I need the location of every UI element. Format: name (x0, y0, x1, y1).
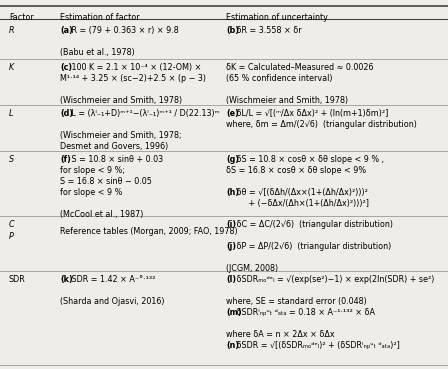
Text: (f): (f) (60, 155, 71, 164)
Text: Desmet and Govers, 1996): Desmet and Govers, 1996) (60, 142, 169, 151)
Text: δSDRₘₒᵈᵉₗ = √(exp(se²)−1) × exp(2ln(SDR) + se²): δSDRₘₒᵈᵉₗ = √(exp(se²)−1) × exp(2ln(SDR)… (234, 275, 435, 284)
Text: Reference tables (Morgan, 2009; FAO, 1978): Reference tables (Morgan, 2009; FAO, 197… (60, 227, 238, 236)
Text: (Wischmeier and Smith, 1978;: (Wischmeier and Smith, 1978; (60, 131, 182, 140)
Text: R: R (9, 26, 14, 35)
Text: (Babu et al., 1978): (Babu et al., 1978) (60, 48, 135, 57)
Text: δθ = √[(δΔh/(Δx×(1+(Δh/Δx)²)))²: δθ = √[(δΔh/(Δx×(1+(Δh/Δx)²)))² (234, 188, 368, 197)
Text: (b): (b) (226, 26, 239, 35)
Text: (g): (g) (226, 155, 239, 164)
Text: (Wischmeier and Smith, 1978): (Wischmeier and Smith, 1978) (226, 96, 349, 105)
Text: S = 16.8 × sinθ − 0.05: S = 16.8 × sinθ − 0.05 (60, 177, 152, 186)
Text: (l): (l) (226, 275, 237, 284)
Text: where, δm = Δm/(2√6)  (triangular distribution): where, δm = Δm/(2√6) (triangular distrib… (226, 120, 417, 129)
Text: (McCool et al., 1987): (McCool et al., 1987) (60, 210, 144, 219)
Text: SDR: SDR (9, 275, 26, 284)
Text: C: C (9, 220, 15, 228)
Text: δS = 16.8 × cosθ × δθ slope < 9%: δS = 16.8 × cosθ × δθ slope < 9% (226, 166, 366, 175)
Text: S: S (9, 155, 14, 164)
Text: for slope < 9 %;: for slope < 9 %; (60, 166, 125, 175)
Text: (n): (n) (226, 341, 239, 350)
Text: (j): (j) (226, 242, 237, 251)
Text: (c): (c) (60, 63, 73, 72)
Text: M¹·¹⁴ + 3.25 × (sc−2)+2.5 × (p − 3): M¹·¹⁴ + 3.25 × (sc−2)+2.5 × (p − 3) (60, 74, 207, 83)
Text: 100 K = 2.1 × 10⁻⁴ × (12-OM) ×: 100 K = 2.1 × 10⁻⁴ × (12-OM) × (69, 63, 201, 72)
Text: (d): (d) (60, 109, 73, 118)
Text: Estimation of uncertainty: Estimation of uncertainty (226, 13, 328, 22)
Text: Estimation of factor: Estimation of factor (60, 13, 140, 22)
Text: (JCGM, 2008): (JCGM, 2008) (226, 264, 278, 273)
Text: δC = ΔC/(2√6)  (triangular distribution): δC = ΔC/(2√6) (triangular distribution) (234, 220, 393, 228)
Text: (e): (e) (226, 109, 239, 118)
Text: (a): (a) (60, 26, 73, 35)
Text: S = 10.8 × sinθ + 0.03: S = 10.8 × sinθ + 0.03 (69, 155, 163, 164)
Text: δK = Calculated–Measured ≈ 0.0026: δK = Calculated–Measured ≈ 0.0026 (226, 63, 374, 72)
Text: (Sharda and Ojasvi, 2016): (Sharda and Ojasvi, 2016) (60, 297, 165, 306)
Text: for slope < 9 %: for slope < 9 % (60, 188, 123, 197)
Text: where δA = n × 2Δx × δΔx: where δA = n × 2Δx × δΔx (226, 330, 335, 339)
Text: δS = 10.8 × cosθ × δθ slope < 9 % ,: δS = 10.8 × cosθ × δθ slope < 9 % , (234, 155, 384, 164)
Text: L: L (9, 109, 13, 118)
Text: (65 % confidence interval): (65 % confidence interval) (226, 74, 333, 83)
Text: Factor: Factor (9, 13, 34, 22)
Text: δP = ΔP/(2√6)  (triangular distribution): δP = ΔP/(2√6) (triangular distribution) (234, 242, 392, 251)
Text: R = (79 + 0.363 × r) × 9.8: R = (79 + 0.363 × r) × 9.8 (69, 26, 178, 35)
Text: where, SE = standard error (0.048): where, SE = standard error (0.048) (226, 297, 367, 306)
Text: (Wischmeier and Smith, 1978): (Wischmeier and Smith, 1978) (60, 96, 183, 105)
Text: (k): (k) (60, 275, 73, 284)
Text: P: P (9, 232, 14, 241)
Text: (i): (i) (226, 220, 237, 228)
Text: δR = 3.558 × δr: δR = 3.558 × δr (234, 26, 302, 35)
Text: K: K (9, 63, 14, 72)
Text: (m): (m) (226, 308, 242, 317)
Text: δSDRᴵₙₚᵘₜ ᵈₐₜₐ = 0.18 × A⁻¹·¹³² × δA: δSDRᴵₙₚᵘₜ ᵈₐₜₐ = 0.18 × A⁻¹·¹³² × δA (234, 308, 375, 317)
Text: δSDR = √[(δSDRₘₒᵈᵉₗ)² + (δSDRᴵₙₚᵘₜ ᵈₐₜₐ)²]: δSDR = √[(δSDRₘₒᵈᵉₗ)² + (δSDRᴵₙₚᵘₜ ᵈₐₜₐ)… (234, 341, 401, 350)
Text: + (−δΔx/(Δh×(1+(Δh/Δx)²)))²]: + (−δΔx/(Δh×(1+(Δh/Δx)²)))²] (226, 199, 369, 208)
Text: δL/L = √[(ᵐ/Δx δΔx)² + (ln(m+1)δm)²]: δL/L = √[(ᵐ/Δx δΔx)² + (ln(m+1)δm)²] (234, 109, 389, 118)
Text: (h): (h) (226, 188, 239, 197)
Text: SDR = 1.42 × A⁻°·¹³²: SDR = 1.42 × A⁻°·¹³² (69, 275, 155, 284)
Text: L = (λᴵ₋₁+D)ᵐ⁺¹−(λᴵ₋₁)ᵐ⁺¹ / D(22.13)ᵐ: L = (λᴵ₋₁+D)ᵐ⁺¹−(λᴵ₋₁)ᵐ⁺¹ / D(22.13)ᵐ (69, 109, 219, 118)
